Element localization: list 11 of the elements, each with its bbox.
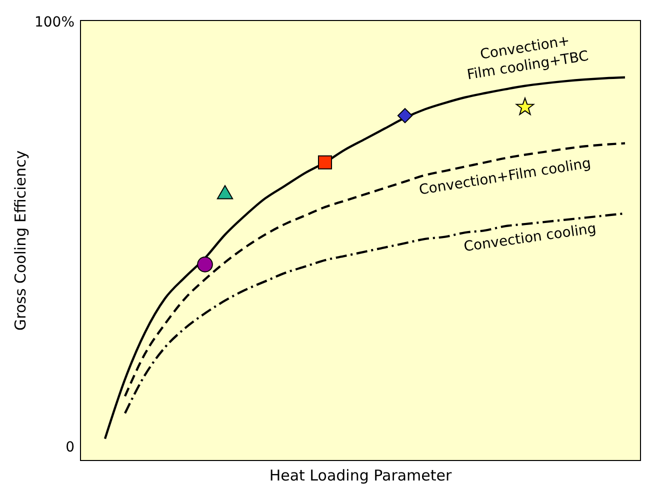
point bbox=[516, 98, 534, 115]
point bbox=[216, 185, 234, 200]
annotation: Convection cooling bbox=[462, 220, 598, 256]
y-tick-label: 0 bbox=[66, 440, 74, 456]
y-axis-title: Gross Cooling Efficiency bbox=[11, 150, 30, 331]
line-series bbox=[124, 142, 626, 398]
point bbox=[197, 256, 213, 272]
point bbox=[397, 108, 413, 124]
x-axis-title: Heat Loading Parameter bbox=[269, 466, 452, 484]
point bbox=[318, 155, 332, 170]
y-tick-label: 100% bbox=[34, 14, 74, 31]
